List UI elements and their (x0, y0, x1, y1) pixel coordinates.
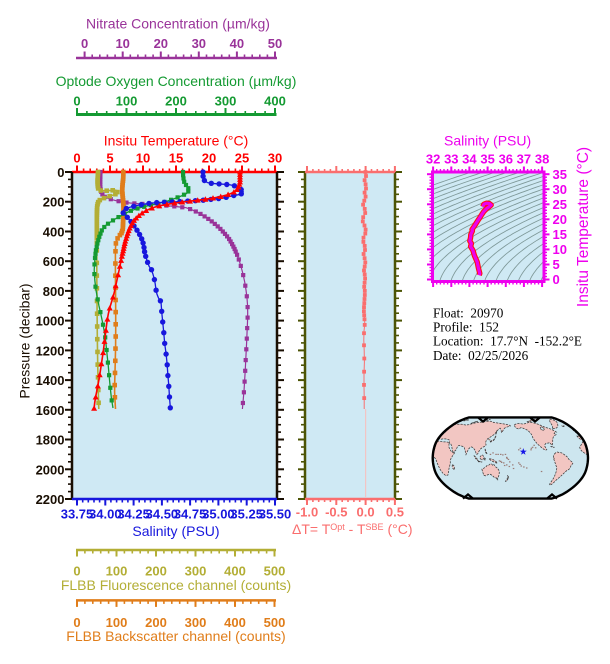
svg-text:Salinity (PSU): Salinity (PSU) (132, 523, 219, 539)
svg-text:34: 34 (462, 152, 477, 167)
svg-text:Pressure (decibar): Pressure (decibar) (17, 283, 33, 398)
svg-text:30: 30 (553, 182, 567, 197)
svg-text:200: 200 (165, 94, 187, 109)
svg-text:ΔT= TOpt - TSBE (°C): ΔT= TOpt - TSBE (°C) (292, 521, 413, 537)
svg-text:400: 400 (43, 225, 65, 240)
svg-text:1600: 1600 (36, 403, 65, 418)
svg-text:33: 33 (444, 152, 458, 167)
svg-text:100: 100 (106, 615, 128, 630)
svg-text:400: 400 (224, 615, 246, 630)
svg-text:Insitu Temperature (°C): Insitu Temperature (°C) (575, 147, 592, 307)
svg-text:15: 15 (553, 227, 567, 242)
svg-text:25: 25 (553, 197, 567, 212)
svg-text:38: 38 (535, 152, 549, 167)
svg-text:0.0: 0.0 (357, 505, 375, 520)
svg-text:300: 300 (215, 94, 237, 109)
svg-text:200: 200 (43, 195, 65, 210)
svg-text:1000: 1000 (36, 314, 65, 329)
svg-text:2000: 2000 (36, 462, 65, 477)
svg-text:20: 20 (202, 151, 216, 166)
svg-text:10: 10 (115, 36, 129, 51)
svg-text:FLBB Backscatter channel (coun: FLBB Backscatter channel (counts) (66, 628, 285, 644)
svg-text:20: 20 (553, 212, 567, 227)
svg-text:300: 300 (185, 564, 207, 579)
svg-text:Optode Oxygen Concentration (µ: Optode Oxygen Concentration (µm/kg) (56, 73, 297, 89)
svg-text:33.75: 33.75 (61, 507, 94, 522)
svg-text:34.25: 34.25 (117, 507, 150, 522)
svg-text:36: 36 (499, 152, 513, 167)
svg-text:400: 400 (224, 564, 246, 579)
svg-text:35: 35 (553, 167, 567, 182)
svg-text:25: 25 (235, 151, 249, 166)
svg-text:Insitu Temperature (°C): Insitu Temperature (°C) (104, 133, 249, 149)
svg-text:10: 10 (136, 151, 150, 166)
svg-text:600: 600 (43, 254, 65, 269)
svg-text:37: 37 (517, 152, 531, 167)
svg-text:0: 0 (57, 165, 64, 180)
svg-text:35.50: 35.50 (259, 507, 292, 522)
svg-text:100: 100 (106, 564, 128, 579)
svg-text:Salinity (PSU): Salinity (PSU) (444, 133, 531, 149)
svg-text:0.5: 0.5 (386, 505, 404, 520)
svg-text:1800: 1800 (36, 433, 65, 448)
svg-text:-0.5: -0.5 (325, 505, 347, 520)
svg-text:5: 5 (106, 151, 113, 166)
svg-text:2200: 2200 (36, 492, 65, 507)
svg-text:500: 500 (264, 615, 286, 630)
svg-text:34.75: 34.75 (174, 507, 207, 522)
svg-text:30: 30 (192, 36, 206, 51)
svg-text:0: 0 (73, 564, 80, 579)
svg-text:35.25: 35.25 (230, 507, 263, 522)
svg-text:40: 40 (230, 36, 244, 51)
svg-text:50: 50 (268, 36, 282, 51)
svg-text:20: 20 (154, 36, 168, 51)
svg-text:Nitrate Concentration (µm/kg): Nitrate Concentration (µm/kg) (86, 16, 270, 32)
svg-text:Date: 02/25/2026: Date: 02/25/2026 (433, 348, 529, 363)
svg-text:-1.0: -1.0 (296, 505, 318, 520)
svg-text:15: 15 (169, 151, 183, 166)
svg-text:0: 0 (73, 615, 80, 630)
svg-text:Float: 20970: Float: 20970 (433, 306, 504, 321)
svg-text:Location: 17.7°N -152.2°E: Location: 17.7°N -152.2°E (433, 334, 582, 349)
svg-text:200: 200 (145, 615, 167, 630)
svg-text:Profile: 152: Profile: 152 (433, 320, 499, 335)
svg-text:34.50: 34.50 (146, 507, 179, 522)
svg-text:FLBB Fluorescence channel (cou: FLBB Fluorescence channel (counts) (61, 577, 291, 593)
svg-text:32: 32 (426, 152, 440, 167)
svg-text:30: 30 (268, 151, 282, 166)
svg-text:35.00: 35.00 (202, 507, 235, 522)
svg-text:34.00: 34.00 (89, 507, 122, 522)
svg-text:0: 0 (81, 36, 88, 51)
svg-text:300: 300 (185, 615, 207, 630)
svg-text:200: 200 (145, 564, 167, 579)
svg-text:100: 100 (116, 94, 138, 109)
svg-text:500: 500 (264, 564, 286, 579)
svg-text:10: 10 (553, 242, 567, 257)
svg-text:5: 5 (553, 257, 560, 272)
svg-text:1400: 1400 (36, 373, 65, 388)
svg-text:1200: 1200 (36, 343, 65, 358)
svg-text:0: 0 (553, 272, 560, 287)
svg-text:0: 0 (73, 94, 80, 109)
svg-text:400: 400 (264, 94, 286, 109)
svg-text:35: 35 (480, 152, 494, 167)
svg-text:0: 0 (73, 151, 80, 166)
svg-text:800: 800 (43, 284, 65, 299)
